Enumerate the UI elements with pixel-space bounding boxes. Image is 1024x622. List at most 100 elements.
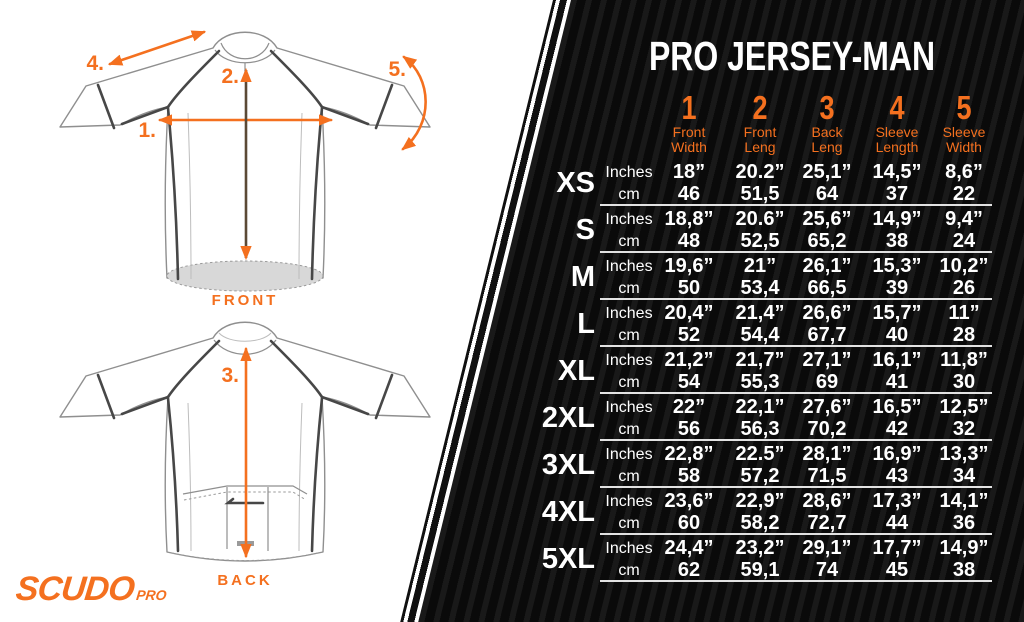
unit-cm-label: cm: [618, 280, 640, 297]
value-cell: 28,6” 72,7: [794, 490, 860, 534]
value-cell: 9,4” 24: [932, 208, 996, 252]
row-separator: [600, 251, 992, 253]
inches-value: 22”: [672, 396, 706, 418]
cm-value: 54,4: [740, 324, 780, 346]
value-cell: 26,6” 67,7: [794, 302, 860, 346]
column-label-line: Width: [946, 139, 982, 155]
inches-value: 20.2”: [735, 161, 785, 183]
column-label-line: Leng: [744, 139, 776, 155]
value-cell: 27,1” 69: [794, 349, 860, 393]
front-neck-opening: [220, 42, 270, 60]
unit-inches-label: Inches: [605, 493, 653, 510]
unit-labels: Inches cm: [600, 397, 658, 440]
inches-value: 17,7”: [872, 537, 922, 559]
cm-value: 26: [952, 277, 976, 299]
cm-value: 62: [677, 559, 701, 581]
inches-value: 24,4”: [664, 537, 714, 559]
inches-value: 20.6”: [735, 208, 785, 230]
unit-inches-label: Inches: [605, 164, 653, 181]
row-separator: [600, 486, 992, 488]
marker-5-label: 5.: [388, 58, 406, 81]
front-raglan-seam-right: [269, 49, 324, 109]
marker-4-label: 4.: [86, 52, 104, 75]
back-raglan-seam-left: [166, 339, 221, 399]
cm-value: 41: [885, 371, 909, 393]
inches-value: 27,1”: [802, 349, 852, 371]
inches-value: 20,4”: [664, 302, 714, 324]
back-hem-stitching: [171, 552, 319, 561]
back-panel-line-left: [187, 402, 192, 552]
inches-value: 14,9”: [939, 537, 989, 559]
column-label-line: Front: [743, 124, 777, 140]
size-row-5XL: 5XL Inches cm 24,4” 62 23,2” 59,1 29,1” 74 17,7” 4…: [512, 536, 1024, 583]
column-label-line: Length: [875, 139, 919, 155]
cm-value: 71,5: [807, 465, 847, 487]
size-row-M: M Inches cm 19,6” 50 21” 53,4 26,1” 66,5 15,3” 39 1…: [512, 254, 1024, 301]
cm-value: 66,5: [807, 277, 847, 299]
unit-cm-label: cm: [618, 515, 640, 532]
inches-value: 10,2”: [939, 255, 989, 277]
cm-value: 40: [885, 324, 909, 346]
unit-cm-label: cm: [618, 562, 640, 579]
value-cell: 18,8” 48: [658, 208, 720, 252]
back-underarm-seam-right: [320, 395, 370, 416]
cm-value: 32: [952, 418, 976, 440]
value-cell: 25,6” 65,2: [794, 208, 860, 252]
back-pocket-stitching: [183, 491, 307, 501]
cm-value: 58,2: [740, 512, 780, 534]
cm-value: 24: [952, 230, 976, 252]
value-cell: 27,6” 70,2: [794, 396, 860, 440]
inches-value: 14,9”: [872, 208, 922, 230]
inches-value: 21”: [743, 255, 777, 277]
value-cell: 22” 56: [658, 396, 720, 440]
value-cell: 12,5” 32: [932, 396, 996, 440]
size-label: S: [575, 214, 595, 246]
column-header-2: 2 Front Leng: [726, 91, 794, 154]
front-underarm-seam-right: [320, 105, 370, 126]
value-cell: 14,1” 36: [932, 490, 996, 534]
inches-value: 19,6”: [664, 255, 714, 277]
brand-logo-sub: PRO: [135, 587, 168, 603]
unit-cm-label: cm: [618, 233, 640, 250]
value-cell: 8,6” 22: [932, 161, 996, 205]
size-label: L: [577, 308, 595, 340]
inches-value: 21,2”: [664, 349, 714, 371]
value-cell: 16,5” 42: [862, 396, 932, 440]
value-cell: 14,9” 38: [862, 208, 932, 252]
unit-inches-label: Inches: [605, 399, 653, 416]
column-number: 5: [956, 89, 972, 126]
front-view-label: FRONT: [212, 292, 279, 309]
unit-inches-label: Inches: [605, 540, 653, 557]
unit-cm-label: cm: [618, 468, 640, 485]
unit-inches-label: Inches: [605, 258, 653, 275]
cm-value: 50: [677, 277, 701, 299]
unit-labels: Inches cm: [600, 209, 658, 252]
column-label-line: Back: [811, 124, 843, 140]
size-label: XL: [557, 355, 595, 387]
back-pocket-top: [182, 485, 308, 495]
front-collar-line: [214, 49, 276, 64]
row-separator: [600, 298, 992, 300]
cm-value: 70,2: [807, 418, 847, 440]
front-jersey-drawing: 4. 2. 1. 5. FRONT: [59, 30, 431, 309]
size-label: 4XL: [541, 496, 595, 528]
value-cell: 15,3” 39: [862, 255, 932, 299]
front-raglan-seam-left: [166, 49, 221, 109]
inches-value: 21,4”: [735, 302, 785, 324]
value-cell: 20,4” 52: [658, 302, 720, 346]
unit-labels: Inches cm: [600, 303, 658, 346]
cm-value: 36: [952, 512, 976, 534]
cm-value: 28: [952, 324, 976, 346]
value-cell: 20.6” 52,5: [726, 208, 794, 252]
brand-logo-main: SCUDO: [14, 570, 136, 608]
inches-value: 11,8”: [940, 349, 988, 371]
inches-value: 9,4”: [945, 208, 983, 230]
jersey-diagram-svg: 4. 2. 1. 5. FRONT: [59, 30, 431, 589]
cm-value: 39: [885, 277, 909, 299]
unit-inches-label: Inches: [605, 446, 653, 463]
column-label-line: Width: [671, 139, 707, 155]
value-cell: 21” 53,4: [726, 255, 794, 299]
cm-value: 58: [677, 465, 701, 487]
column-number: 3: [819, 89, 835, 126]
back-collar-inner: [218, 332, 272, 342]
